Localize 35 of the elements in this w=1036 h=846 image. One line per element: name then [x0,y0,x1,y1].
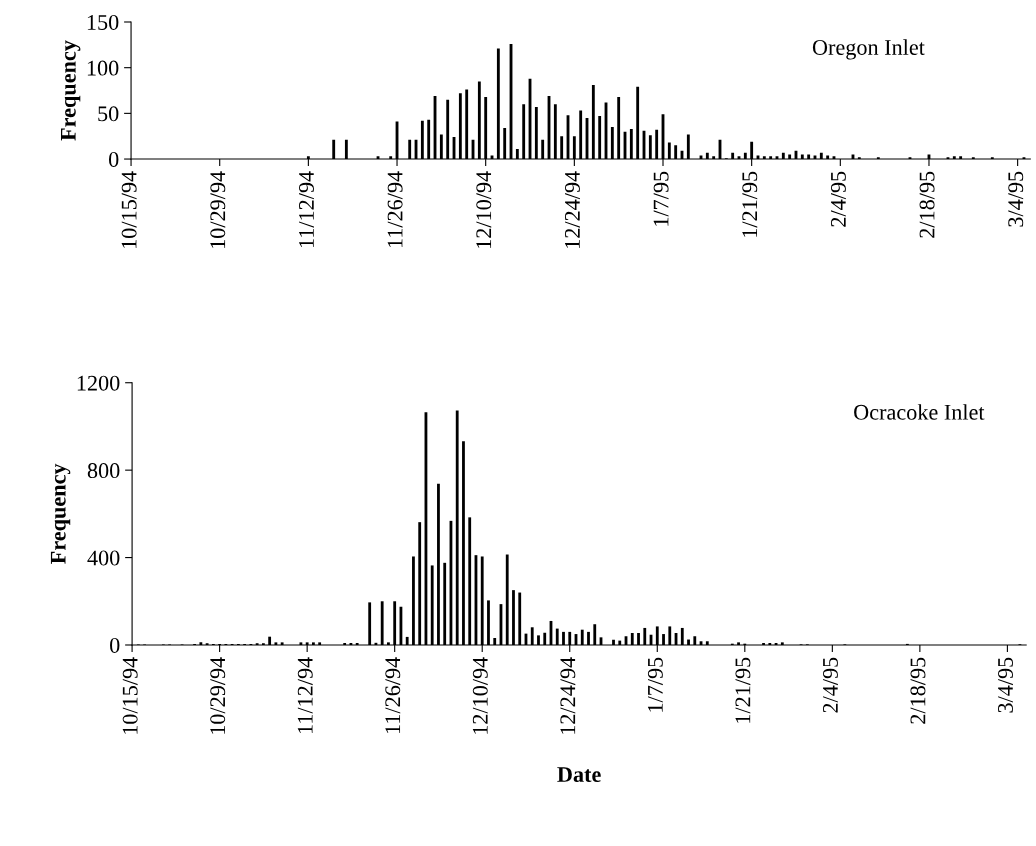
y-axis-title: Frequency [61,40,81,141]
y-tick-label: 50 [98,106,119,122]
x-tick-label: 2/4/95 [830,171,846,227]
y-tick-label: 800 [87,463,120,479]
x-tick-label: 10/29/94 [210,171,226,248]
x-tick-label: 1/7/95 [647,657,663,712]
y-tick-label: 1200 [77,375,120,391]
y-tick-label: 150 [87,14,119,30]
y-tick-label: 0 [110,637,120,653]
x-tick-label: 1/7/95 [653,171,669,226]
x-tick-label: 2/18/95 [919,171,935,238]
x-tick-label: 3/4/95 [998,657,1013,713]
x-tick-label: 12/10/94 [476,171,492,248]
x-tick-label: 2/4/95 [822,657,838,713]
x-tick-label: 11/12/94 [299,171,314,248]
annotation: Oregon Inlet [812,39,925,60]
x-tick-label: 11/12/94 [297,657,313,734]
x-tick-label: 12/10/94 [472,657,488,734]
x-tick-label: 12/24/94 [564,171,580,248]
x-tick-label: 10/15/94 [121,171,137,248]
x-axis-title: Date [557,767,601,782]
y-tick-label: 0 [108,151,119,167]
y-tick-label: 400 [87,550,120,566]
x-tick-label: 10/29/94 [210,657,226,734]
y-tick-label: 100 [87,60,119,76]
x-tick-label: 11/26/94 [387,171,403,248]
x-tick-label: 11/26/94 [385,657,401,734]
x-tick-label: 12/24/94 [560,657,576,734]
x-tick-label: 2/18/95 [910,657,926,724]
x-tick-label: 3/4/95 [1008,171,1024,227]
x-tick-label: 10/15/94 [122,657,138,734]
annotation: Ocracoke Inlet [854,404,985,420]
x-tick-label: 1/21/95 [735,657,751,723]
y-axis-title: Frequency [50,463,71,564]
x-tick-label: 1/21/95 [742,171,758,237]
